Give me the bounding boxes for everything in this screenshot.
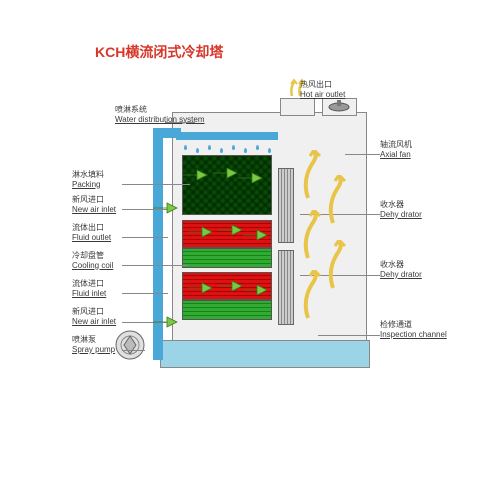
label-left-5: 流体进口Fluid inlet [72,279,106,298]
label-cn: 新风进口 [72,195,116,205]
water-drop-icon [208,145,211,150]
label-left-6: 新风进口New air inlet [72,307,116,326]
label-en: New air inlet [72,317,116,327]
green-arrow-icon [216,278,244,294]
label-en: Fluid inlet [72,289,106,299]
spray-pump-icon [110,325,150,365]
water-drop-icon [268,148,271,153]
water-basin [160,340,370,368]
label-en: Axial fan [380,150,412,160]
label-en: Inspection channel [380,330,447,340]
label-right-4: 检修通道Inspection channel [380,320,447,339]
dehydrator-lower [278,250,294,325]
water-drop-icon [244,148,247,153]
leader-line [122,350,145,351]
label-en: Dehy drator [380,210,422,220]
green-arrow-icon [241,227,269,243]
cooling-coil-lower-green [182,300,272,320]
green-arrow-icon [186,224,214,240]
label-cn: 新风进口 [72,307,116,317]
label-cn: 流体出口 [72,223,111,233]
label-left-3: 流体出口Fluid outlet [72,223,111,242]
label-cn: 检修通道 [380,320,447,330]
label-right-1: 轴流风机Axial fan [380,140,412,159]
label-en: Hot air outlet [300,90,345,100]
spray-header [176,132,278,140]
leader-line [345,154,380,155]
label-right-3: 收水器Dehy drator [380,260,422,279]
leader-line [122,293,168,294]
label-cn: 收水器 [380,200,422,210]
label-cn: 冷却盘管 [72,251,113,261]
green-arrow-icon [236,170,264,186]
green-arrow-icon [216,222,244,238]
label-left-7: 喷淋泵Spray pump [72,335,115,354]
leader-line [318,335,380,336]
label-en: Cooling coil [72,261,113,271]
label-right-2: 收水器Dehy drator [380,200,422,219]
dehydrator-upper [278,168,294,243]
leader-line [122,184,190,185]
label-cn: 喷淋泵 [72,335,115,345]
green-arrow-icon [211,165,239,181]
label-cn: 淋水填料 [72,170,104,180]
label-left-2: 新风进口New air inlet [72,195,116,214]
label-en: Spray pump [72,345,115,355]
diagram-title: KCH横流闭式冷却塔 [95,42,223,62]
label-en: Dehy drator [380,270,422,280]
green-arrow-icon [181,167,209,183]
fan-stack-left [280,98,315,116]
label-cn: 流体进口 [72,279,106,289]
label-en: Packing [72,180,104,190]
water-drop-icon [184,145,187,150]
pipe-top-elbow [153,128,181,138]
leader-line [165,122,195,123]
green-arrow-icon [186,280,214,296]
green-arrow-icon [151,200,179,216]
label-cn: 收水器 [380,260,422,270]
label-left-1: 淋水填料Packing [72,170,104,189]
leader-line [122,237,168,238]
water-drop-icon [220,148,223,153]
cooling-coil-upper-green [182,248,272,268]
label-cn: 喷淋系统 [115,105,205,115]
water-drop-icon [256,145,259,150]
airflow-arrow-icon [300,270,340,320]
label-en: New air inlet [72,205,116,215]
axial-fan-icon [328,100,350,114]
leader-line [122,265,188,266]
label-en: Fluid outlet [72,233,111,243]
water-drop-icon [196,148,199,153]
green-arrow-icon [151,314,179,330]
label-right-0: 热风出口Hot air outlet [300,80,345,99]
label-cn: 热风出口 [300,80,345,90]
label-cn: 轴流风机 [380,140,412,150]
green-arrow-icon [241,282,269,298]
label-left-4: 冷却盘管Cooling coil [72,251,113,270]
water-drop-icon [232,145,235,150]
